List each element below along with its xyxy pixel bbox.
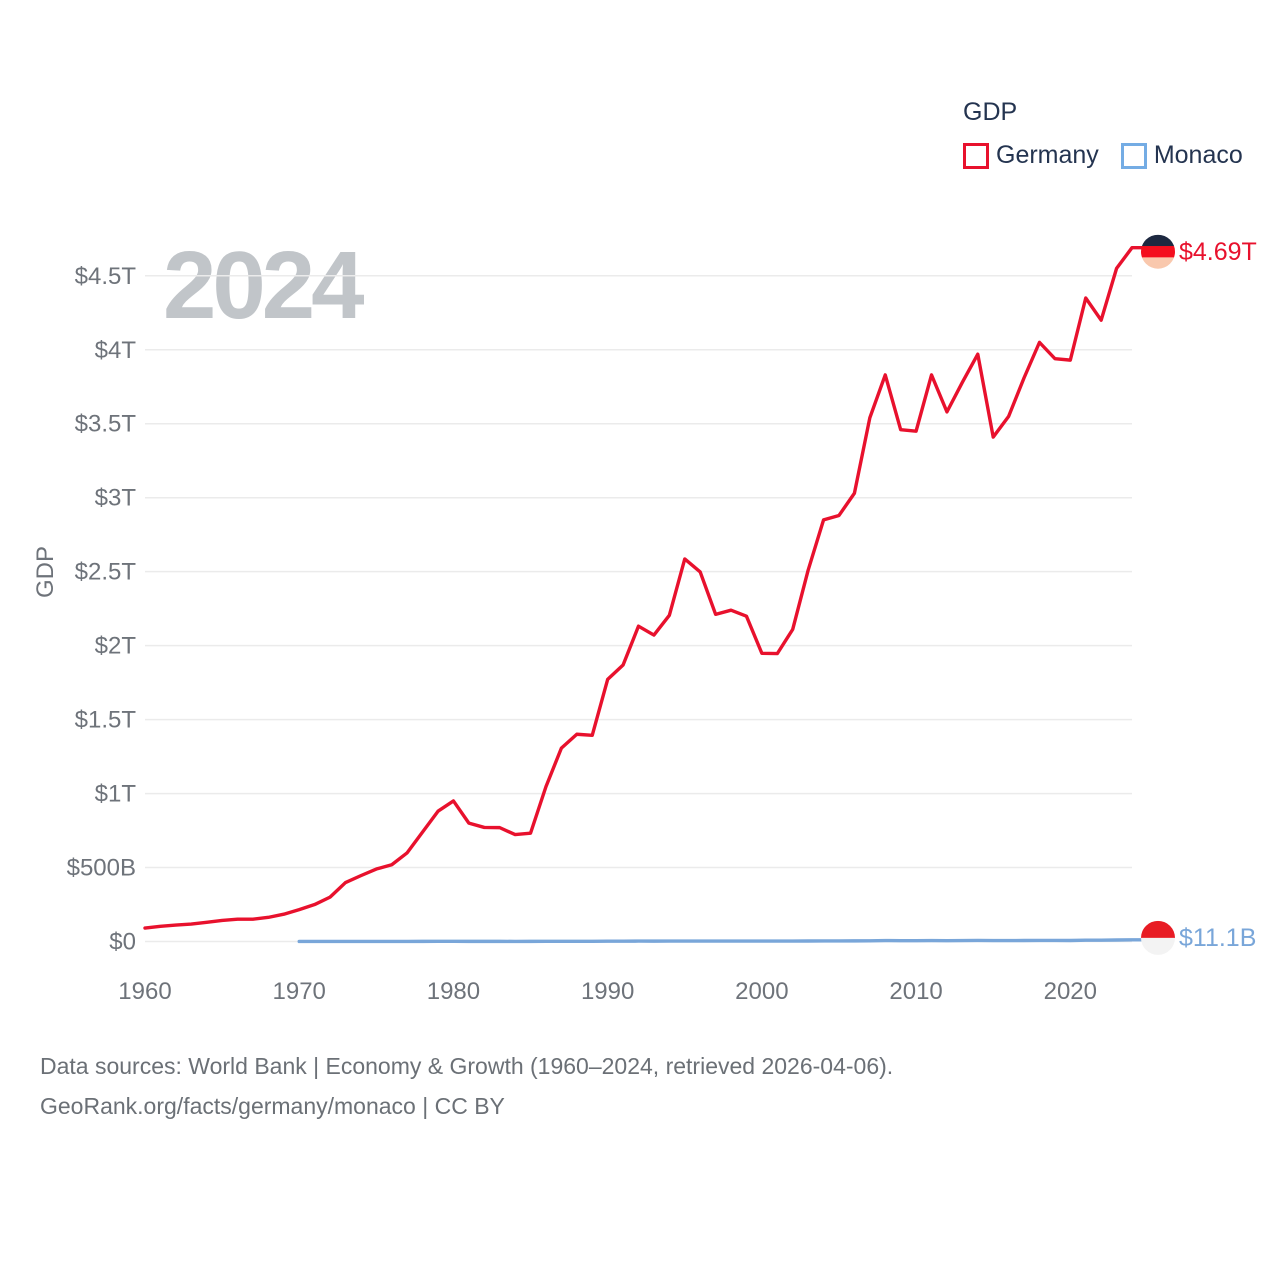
legend-title: GDP <box>963 98 1018 126</box>
y-tick-label: $1T <box>95 781 137 808</box>
y-tick-label: $4T <box>95 337 137 364</box>
legend-label-monaco: Monaco <box>1153 141 1243 169</box>
y-tick-label: $2T <box>95 633 137 660</box>
data-sources-line: Data sources: World Bank | Economy & Gro… <box>40 1053 894 1079</box>
x-tick-label: 2020 <box>1044 978 1097 1005</box>
monaco-swatch-icon <box>1120 142 1147 169</box>
y-tick-label: $3T <box>95 485 137 512</box>
y-tick-label: $1.5T <box>75 707 137 734</box>
y-tick-label: $500B <box>67 855 136 882</box>
x-tick-label: 1970 <box>273 978 326 1005</box>
monaco-value-label: $11.1B <box>1179 923 1257 952</box>
legend-label-germany: Germany <box>996 141 1099 169</box>
chart-legend: GDP Germany Monaco <box>963 98 1243 170</box>
monaco-line[interactable] <box>297 938 1148 944</box>
legend-row: Germany Monaco <box>963 141 1243 170</box>
legend-item-germany[interactable]: Germany <box>963 141 1099 170</box>
germany-value-label: $4.69T <box>1179 237 1257 266</box>
legend-item-monaco[interactable]: Monaco <box>1120 141 1243 170</box>
monaco-flag-icon <box>1141 920 1175 955</box>
x-tick-label: 2000 <box>735 978 788 1005</box>
germany-flag-icon <box>1141 234 1175 269</box>
x-tick-label: 1960 <box>118 978 171 1005</box>
source-url-line: GeoRank.org/facts/germany/monaco | CC BY <box>40 1093 505 1119</box>
y-tick-label: $4.5T <box>75 263 137 290</box>
gdp-line-chart: $0 $500B $1T $1.5T $2T $2.5T $3T $3.5T $4T $4.5T 1… <box>67 234 1175 1005</box>
attribution-footer: Data sources: World Bank | Economy & Gro… <box>40 1046 893 1126</box>
germany-line[interactable] <box>143 245 1148 930</box>
y-tick-label: $3.5T <box>75 411 137 438</box>
x-tick-label: 1980 <box>427 978 480 1005</box>
y-tick-label: $2.5T <box>75 559 137 586</box>
y-tick-label: $0 <box>109 929 136 956</box>
x-tick-label: 2010 <box>889 978 942 1005</box>
germany-swatch-icon <box>963 142 989 169</box>
x-tick-label: 1990 <box>581 978 634 1005</box>
year-watermark: 2024 <box>163 232 365 339</box>
